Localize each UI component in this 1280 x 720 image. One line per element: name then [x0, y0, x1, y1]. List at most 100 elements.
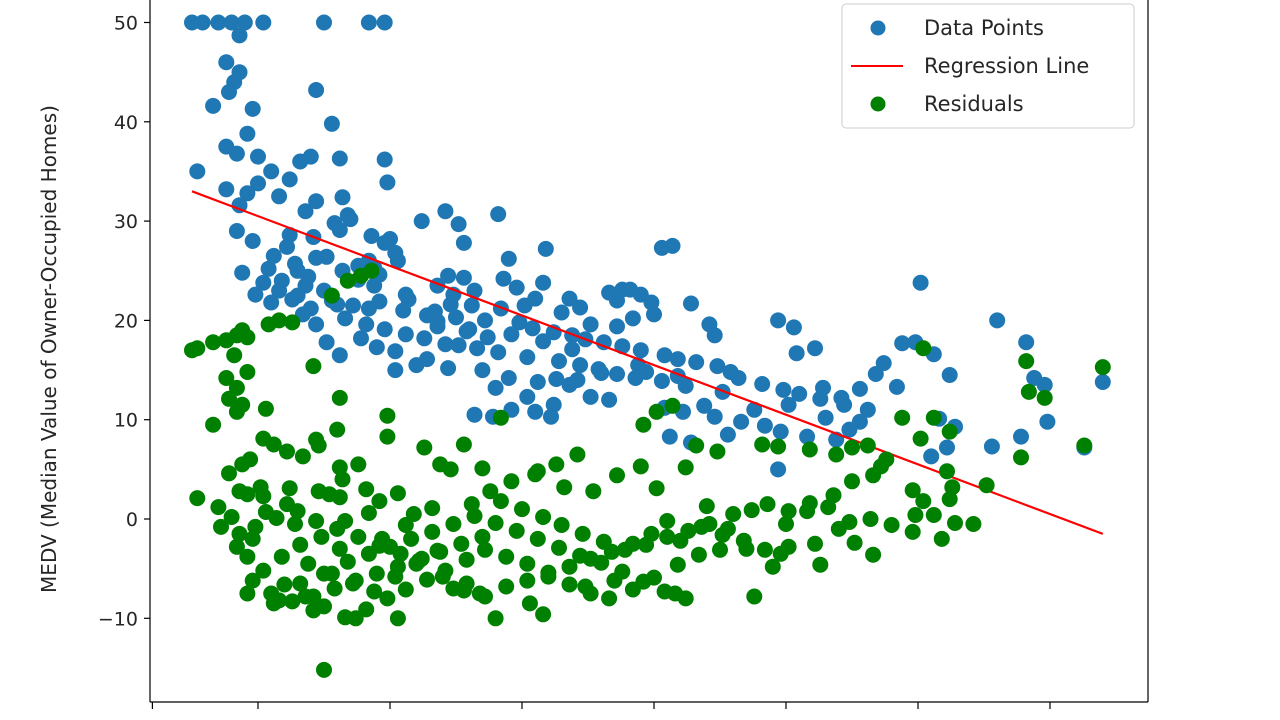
data-point	[851, 380, 868, 397]
data-point	[516, 297, 533, 314]
residual-point	[925, 507, 942, 523]
residual-point	[487, 610, 504, 627]
residual-point	[205, 416, 222, 433]
residual-point	[941, 423, 958, 440]
residual-point	[397, 517, 414, 533]
residual-point	[239, 548, 256, 565]
y-tick-label: 40	[114, 112, 138, 134]
data-point	[775, 381, 792, 398]
residual-point	[712, 541, 728, 558]
residual-point	[255, 562, 272, 579]
data-point	[236, 14, 253, 31]
data-point	[337, 310, 354, 327]
data-point	[1013, 428, 1029, 445]
data-point	[244, 233, 261, 249]
residual-point	[389, 485, 406, 502]
data-point	[1036, 376, 1053, 393]
data-point	[503, 326, 520, 343]
residual-point	[601, 590, 618, 607]
data-point	[231, 197, 248, 214]
residual-point	[492, 493, 509, 510]
residual-point	[648, 403, 665, 420]
y-tick-label: 0	[126, 509, 138, 531]
residual-point	[624, 581, 641, 598]
residual-point	[281, 480, 298, 497]
data-point	[772, 423, 789, 440]
residual-point	[247, 518, 264, 535]
residual-point	[756, 541, 773, 558]
residual-point	[933, 530, 950, 547]
residual-point	[519, 572, 536, 589]
residual-point	[331, 389, 348, 406]
residual-point	[305, 358, 322, 375]
residual-point	[764, 558, 781, 575]
y-tick-label: −10	[98, 608, 138, 630]
axes	[149, 0, 1149, 703]
residual-point	[688, 437, 705, 454]
data-point	[490, 206, 507, 223]
residual-point	[738, 540, 755, 557]
data-point	[339, 207, 356, 224]
data-point	[490, 344, 507, 361]
residual-point	[865, 467, 882, 484]
residual-point	[271, 312, 288, 329]
residual-point	[508, 522, 525, 539]
data-point	[669, 351, 686, 368]
residual-point	[492, 409, 509, 426]
residual-point	[287, 516, 303, 532]
residual-point	[279, 443, 295, 460]
data-point	[273, 272, 290, 289]
data-point	[363, 228, 380, 244]
data-point	[807, 340, 823, 357]
data-point	[318, 334, 335, 351]
data-point	[376, 234, 393, 251]
residual-point	[321, 486, 338, 503]
data-point	[308, 193, 325, 210]
data-point	[331, 222, 348, 238]
residual-point	[228, 538, 245, 555]
data-point	[888, 378, 905, 395]
residual-point	[535, 509, 552, 525]
data-point	[228, 223, 245, 239]
residual-point	[551, 539, 567, 556]
residual-point	[218, 370, 235, 386]
data-point	[368, 339, 385, 356]
data-point	[561, 290, 578, 307]
residual-point	[944, 479, 961, 496]
residual-point	[379, 590, 396, 607]
data-point	[495, 270, 512, 287]
residual-point	[273, 548, 290, 565]
data-point	[545, 396, 562, 413]
residual-point	[284, 314, 301, 331]
data-point	[247, 286, 264, 303]
residual-point	[221, 465, 237, 482]
residual-point	[569, 446, 586, 463]
data-point	[210, 14, 227, 31]
residual-point	[189, 340, 206, 357]
data-point	[300, 268, 317, 285]
y-tick-label: 30	[114, 211, 138, 233]
data-point	[535, 274, 552, 291]
data-point	[228, 145, 245, 162]
data-point	[788, 345, 805, 362]
residual-point	[904, 482, 921, 499]
data-point	[799, 428, 816, 445]
residual-point	[498, 548, 515, 565]
residual-point	[308, 513, 325, 529]
data-point	[487, 379, 504, 396]
residual-point	[690, 546, 707, 563]
y-tick-label: 50	[114, 13, 138, 35]
residual-point	[561, 576, 578, 593]
legend-marker-data-points	[870, 20, 886, 36]
residual-point	[316, 661, 332, 678]
residual-point	[292, 575, 309, 592]
data-point	[1039, 413, 1056, 430]
data-point	[983, 438, 1000, 455]
y-ticks: −10 0 10 20 30 40 50	[98, 13, 150, 630]
data-point	[284, 291, 301, 308]
data-point	[923, 448, 940, 465]
legend-label-residuals: Residuals	[924, 92, 1024, 116]
residual-point	[556, 479, 573, 496]
residual-point	[474, 528, 491, 545]
data-point	[448, 309, 464, 326]
